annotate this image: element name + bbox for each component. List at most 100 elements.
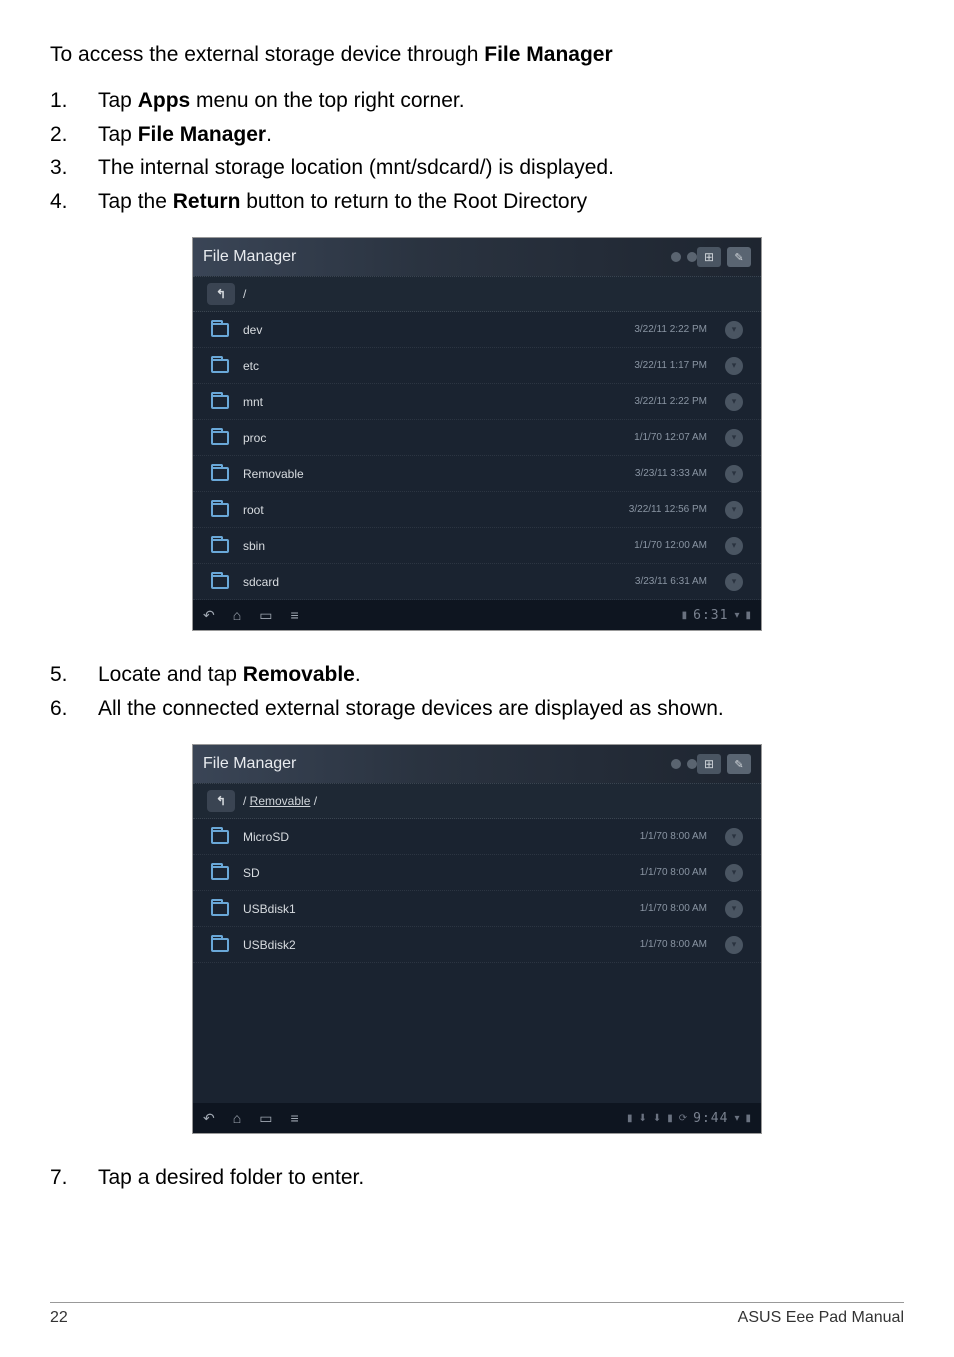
- expand-button[interactable]: ▾: [725, 393, 743, 411]
- home-icon[interactable]: ⌂: [233, 1110, 241, 1126]
- new-folder-button[interactable]: ⊞: [697, 247, 721, 267]
- pencil-icon: ✎: [734, 758, 743, 771]
- path-link[interactable]: Removable: [250, 794, 311, 808]
- header-decor: [671, 759, 697, 769]
- file-date: 1/1/70 8:00 AM: [640, 939, 707, 950]
- expand-button[interactable]: ▾: [725, 321, 743, 339]
- step-row: 2. Tap File Manager.: [50, 119, 904, 151]
- recent-icon[interactable]: ▭: [259, 607, 272, 624]
- intro-prefix: To access the external storage device th…: [50, 43, 484, 66]
- manual-title: ASUS Eee Pad Manual: [738, 1309, 904, 1327]
- sd-icon: ▮: [627, 1113, 633, 1124]
- file-name: root: [243, 503, 629, 517]
- path-text: / Removable /: [243, 794, 317, 808]
- chevron-down-icon: ▾: [732, 540, 737, 551]
- screenshot-removable: File Manager ⊞ ✎ ↰ / Removable / MicroSD…: [192, 744, 762, 1134]
- file-row[interactable]: dev3/22/11 2:22 PM▾: [193, 312, 761, 348]
- step-num: 3.: [50, 152, 98, 184]
- expand-button[interactable]: ▾: [725, 357, 743, 375]
- file-name: sdcard: [243, 575, 635, 589]
- folder-icon: [211, 902, 229, 916]
- menu-icon[interactable]: ≡: [290, 1110, 298, 1126]
- return-button[interactable]: ↰: [207, 283, 235, 305]
- file-row[interactable]: etc3/22/11 1:17 PM▾: [193, 348, 761, 384]
- download-icon: ⬇: [638, 1113, 646, 1124]
- expand-button[interactable]: ▾: [725, 573, 743, 591]
- file-row[interactable]: root3/22/11 12:56 PM▾: [193, 492, 761, 528]
- file-date: 3/22/11 1:17 PM: [634, 360, 707, 371]
- file-row[interactable]: USBdisk21/1/70 8:00 AM ▾: [193, 927, 761, 963]
- clock: 6:31: [693, 608, 728, 623]
- header-buttons: ⊞ ✎: [697, 754, 751, 774]
- file-name: MicroSD: [243, 830, 640, 844]
- step-num: 1.: [50, 85, 98, 117]
- back-icon[interactable]: ↶: [203, 607, 215, 624]
- step-row: 5. Locate and tap Removable.: [50, 659, 904, 691]
- file-name: mnt: [243, 395, 634, 409]
- back-icon[interactable]: ↶: [203, 1110, 215, 1127]
- chevron-down-icon: ▾: [732, 432, 737, 443]
- app-title: File Manager: [203, 755, 661, 773]
- download-icon: ⬇: [653, 1113, 661, 1124]
- step-num: 4.: [50, 186, 98, 218]
- file-row[interactable]: Removable3/23/11 3:33 AM▾: [193, 456, 761, 492]
- step-text: Tap File Manager.: [98, 119, 904, 151]
- file-row[interactable]: sdcard3/23/11 6:31 AM▾: [193, 564, 761, 600]
- system-nav-bar: ↶ ⌂ ▭ ≡ ▮ 6:31 ▾ ▮: [193, 600, 761, 630]
- file-date: 3/22/11 2:22 PM: [634, 324, 707, 335]
- home-icon[interactable]: ⌂: [233, 607, 241, 623]
- chevron-down-icon: ▾: [732, 396, 737, 407]
- return-icon: ↰: [216, 287, 226, 301]
- edit-button[interactable]: ✎: [727, 247, 751, 267]
- file-date: 1/1/70 8:00 AM: [640, 867, 707, 878]
- step-num: 5.: [50, 659, 98, 691]
- step-row: 4. Tap the Return button to return to th…: [50, 186, 904, 218]
- expand-button[interactable]: ▾: [725, 537, 743, 555]
- steps-list-2: 5. Locate and tap Removable. 6. All the …: [50, 659, 904, 724]
- expand-button[interactable]: ▾: [725, 900, 743, 918]
- file-row[interactable]: SD1/1/70 8:00 AM ▾: [193, 855, 761, 891]
- expand-button[interactable]: ▾: [725, 465, 743, 483]
- chevron-down-icon: ▾: [732, 867, 737, 878]
- add-folder-icon: ⊞: [704, 250, 714, 264]
- expand-button[interactable]: ▾: [725, 501, 743, 519]
- wifi-icon: ▾: [734, 610, 739, 621]
- folder-icon: [211, 539, 229, 553]
- sd-icon: ▮: [682, 610, 688, 621]
- steps-list-1: 1. Tap Apps menu on the top right corner…: [50, 85, 904, 217]
- app-title: File Manager: [203, 248, 661, 266]
- file-row[interactable]: mnt3/22/11 2:22 PM▾: [193, 384, 761, 420]
- chevron-down-icon: ▾: [732, 939, 737, 950]
- file-name: Removable: [243, 467, 635, 481]
- recent-icon[interactable]: ▭: [259, 1110, 272, 1127]
- expand-button[interactable]: ▾: [725, 864, 743, 882]
- folder-icon: [211, 866, 229, 880]
- folder-icon: [211, 467, 229, 481]
- step-num: 6.: [50, 693, 98, 725]
- file-name: SD: [243, 866, 640, 880]
- pencil-icon: ✎: [734, 251, 743, 264]
- file-row[interactable]: USBdisk11/1/70 8:00 AM▾: [193, 891, 761, 927]
- intro-paragraph: To access the external storage device th…: [50, 40, 904, 69]
- file-row[interactable]: sbin1/1/70 12:00 AM▾: [193, 528, 761, 564]
- file-row[interactable]: MicroSD1/1/70 8:00 AM ▾: [193, 819, 761, 855]
- file-row[interactable]: proc1/1/70 12:07 AM▾: [193, 420, 761, 456]
- new-folder-button[interactable]: ⊞: [697, 754, 721, 774]
- file-date: 1/1/70 8:00 AM: [640, 831, 707, 842]
- return-button[interactable]: ↰: [207, 790, 235, 812]
- edit-button[interactable]: ✎: [727, 754, 751, 774]
- folder-icon: [211, 323, 229, 337]
- chevron-down-icon: ▾: [732, 831, 737, 842]
- file-name: USBdisk2: [243, 938, 640, 952]
- file-name: sbin: [243, 539, 634, 553]
- expand-button[interactable]: ▾: [725, 429, 743, 447]
- expand-button[interactable]: ▾: [725, 936, 743, 954]
- chevron-down-icon: ▾: [732, 468, 737, 479]
- chevron-down-icon: ▾: [732, 903, 737, 914]
- battery-icon: ▮: [745, 1113, 751, 1124]
- file-date: 1/1/70 8:00 AM: [640, 903, 707, 914]
- expand-button[interactable]: ▾: [725, 828, 743, 846]
- file-list: dev3/22/11 2:22 PM▾etc3/22/11 1:17 PM▾mn…: [193, 312, 761, 600]
- menu-icon[interactable]: ≡: [290, 607, 298, 623]
- dot-icon: [687, 759, 697, 769]
